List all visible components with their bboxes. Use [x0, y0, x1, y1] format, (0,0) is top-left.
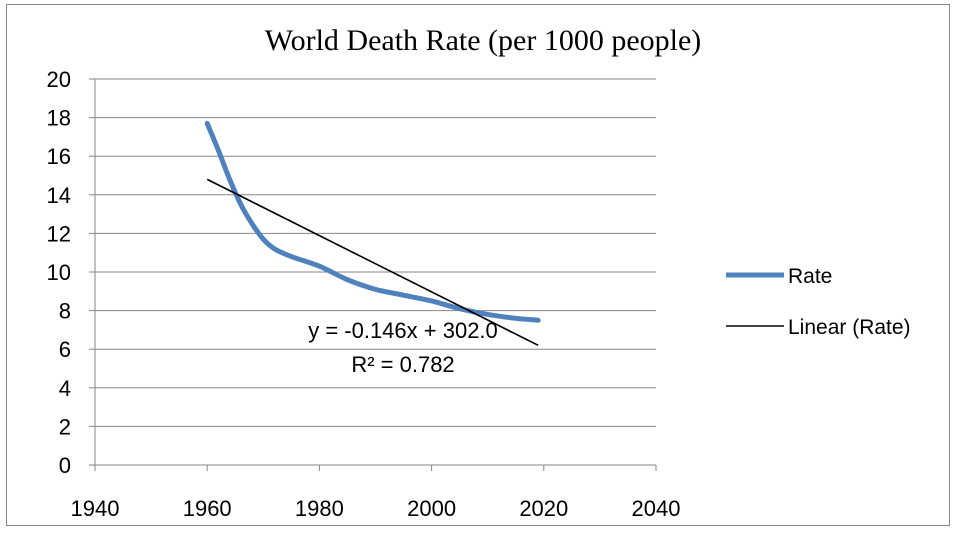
series-line-rate: [204, 120, 541, 323]
y-tick-label: 10: [47, 260, 71, 285]
gridlines: [95, 78, 656, 427]
trendline-linear-rate: [206, 178, 539, 347]
chart-title: World Death Rate (per 1000 people): [265, 24, 702, 57]
x-tick-label: 1980: [295, 496, 344, 521]
y-tick-label: 4: [59, 376, 71, 401]
y-tick-label: 6: [59, 337, 71, 362]
x-tick-labels: 1940 1960 1980 2000 2020 2040: [71, 496, 681, 521]
trendline-equation: y = -0.146x + 302.0: [308, 318, 498, 343]
x-tick-label: 2040: [632, 496, 681, 521]
chart-frame: [6, 4, 950, 526]
legend-label-linear: Linear (Rate): [788, 316, 911, 339]
x-tick-label: 1940: [71, 496, 120, 521]
x-tick-label: 2000: [407, 496, 456, 521]
plot-area: [204, 120, 541, 347]
y-tick-labels: 0 2 4 6 8 10 12 14 16 18 20: [47, 67, 71, 478]
legend: Rate Linear (Rate): [726, 265, 911, 339]
y-tick-label: 12: [47, 221, 71, 246]
trendline-r-squared: R² = 0.782: [351, 352, 454, 377]
x-tick-label: 1960: [183, 496, 232, 521]
y-tick-label: 2: [59, 414, 71, 439]
legend-label-rate: Rate: [788, 265, 832, 288]
y-tick-label: 18: [47, 106, 71, 131]
y-tick-label: 20: [47, 67, 71, 92]
x-tick-label: 2020: [519, 496, 568, 521]
axes: [89, 78, 657, 471]
y-tick-label: 16: [47, 144, 71, 169]
y-tick-label: 0: [59, 453, 71, 478]
y-tick-label: 14: [47, 183, 71, 208]
y-tick-label: 8: [59, 299, 71, 324]
